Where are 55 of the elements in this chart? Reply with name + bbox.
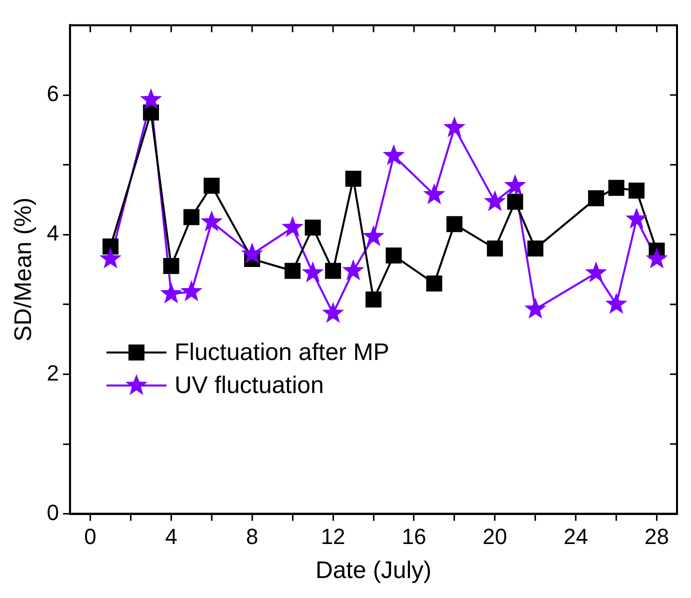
x-tick-label: 0 — [84, 524, 96, 550]
y-tick-label: 6 — [46, 81, 60, 106]
point — [588, 190, 604, 206]
point — [362, 225, 385, 246]
point — [486, 240, 503, 257]
point — [342, 259, 364, 280]
point — [626, 208, 648, 229]
point — [585, 261, 608, 282]
y-tick-label: 0 — [46, 500, 60, 525]
point — [241, 242, 264, 264]
point — [628, 182, 645, 199]
point — [204, 178, 220, 194]
x-tick-label: 12 — [320, 524, 346, 550]
point — [646, 247, 668, 268]
point — [325, 262, 342, 279]
point — [382, 144, 405, 166]
point — [140, 88, 162, 110]
x-tick-label: 24 — [564, 524, 588, 550]
point — [284, 262, 301, 279]
point — [504, 174, 526, 196]
point — [484, 190, 506, 212]
point — [160, 282, 182, 304]
point — [446, 216, 462, 232]
point — [200, 210, 223, 232]
y-axis-title: SD/Mean (%) — [10, 197, 38, 342]
point — [527, 240, 544, 257]
legend-label: UV fluctuation — [174, 372, 324, 400]
point — [163, 258, 180, 274]
x-tick-label: 16 — [402, 524, 426, 550]
x-axis-title: Date (July) — [316, 557, 432, 584]
point — [366, 292, 382, 308]
point — [386, 248, 402, 264]
point — [322, 302, 344, 323]
point — [302, 261, 324, 282]
x-tick-label: 8 — [246, 524, 258, 550]
point — [507, 194, 524, 210]
point — [423, 183, 446, 204]
point — [605, 292, 628, 314]
point — [304, 220, 321, 236]
point — [99, 247, 122, 268]
point — [443, 116, 466, 138]
x-tick-label: 4 — [165, 524, 178, 550]
point — [345, 170, 362, 187]
point — [524, 298, 546, 319]
point — [282, 216, 304, 238]
y-tick-label: 4 — [46, 220, 60, 246]
point — [426, 275, 442, 292]
x-tick-label: 20 — [482, 524, 508, 550]
point — [180, 280, 202, 302]
y-tick-label: 2 — [46, 360, 60, 386]
point — [608, 180, 624, 196]
legend-label: Fluctuation after MP — [174, 339, 390, 366]
point — [102, 238, 118, 254]
point — [183, 209, 200, 226]
x-tick-label: 28 — [644, 524, 670, 550]
